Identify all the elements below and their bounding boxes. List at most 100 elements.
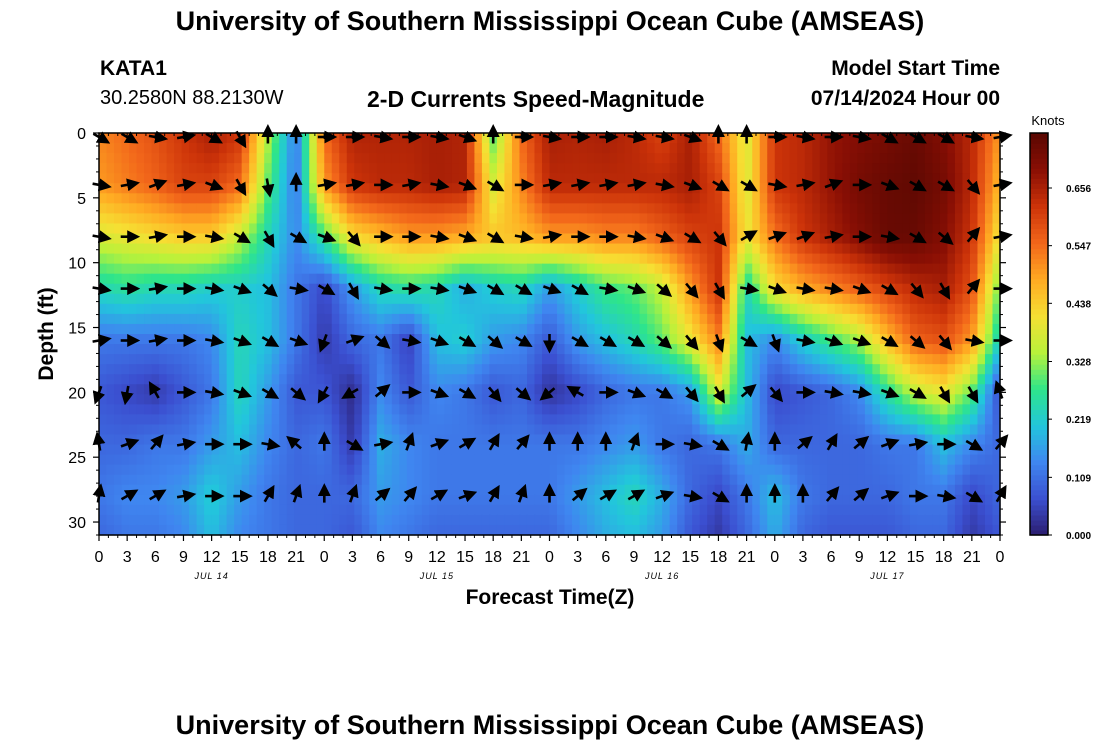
heatmap-cell — [954, 263, 964, 275]
heatmap-cell — [271, 484, 280, 496]
heatmap-cell — [429, 474, 438, 486]
heatmap-cell — [451, 173, 460, 184]
heatmap-cell — [549, 193, 558, 204]
heatmap-cell — [774, 424, 783, 436]
heatmap-cell — [361, 243, 370, 255]
heatmap-cell — [309, 364, 318, 375]
heatmap-cell — [459, 504, 468, 516]
heatmap-cell — [181, 303, 190, 315]
heatmap-cell — [819, 243, 828, 255]
heatmap-cell — [752, 283, 761, 295]
heatmap-cell — [917, 364, 926, 375]
heatmap-cell — [819, 514, 828, 526]
heatmap-cell — [361, 394, 370, 405]
heatmap-cell — [662, 143, 671, 154]
heatmap-cell — [361, 183, 370, 194]
heatmap-cell — [714, 213, 723, 225]
heatmap-cell — [939, 504, 949, 516]
heatmap-cell — [181, 424, 190, 436]
heatmap-cell — [481, 273, 491, 285]
heatmap-cell — [594, 394, 603, 405]
heatmap-cell — [196, 504, 205, 516]
heatmap-cell — [932, 223, 941, 235]
heatmap-cell — [256, 133, 265, 144]
heatmap-cell — [264, 494, 273, 506]
heatmap-cell — [902, 293, 911, 305]
heatmap-cell — [489, 293, 498, 305]
heatmap-cell — [767, 263, 776, 275]
heatmap-cell — [549, 364, 558, 375]
heatmap-cell — [632, 243, 641, 255]
heatmap-cell — [354, 374, 363, 385]
heatmap-cell — [699, 193, 708, 204]
heatmap-cell — [271, 424, 280, 436]
heatmap-cell — [692, 203, 701, 214]
heatmap-cell — [174, 474, 183, 486]
heatmap-cell — [909, 323, 919, 335]
heatmap-cell — [369, 293, 378, 305]
heatmap-cell — [241, 354, 250, 365]
heatmap-cell — [361, 173, 370, 184]
heatmap-cell — [729, 193, 738, 204]
heatmap-cell — [632, 313, 641, 325]
heatmap-cell — [834, 203, 843, 214]
heatmap-cell — [511, 133, 521, 144]
heatmap-cell — [557, 464, 566, 476]
heatmap-cell — [414, 354, 423, 365]
heatmap-cell — [752, 504, 761, 516]
heatmap-cell — [504, 344, 513, 355]
heatmap-cell — [879, 384, 888, 395]
heatmap-cell — [114, 394, 123, 405]
heatmap-cell — [662, 293, 671, 305]
heatmap-cell — [887, 404, 896, 415]
heatmap-cell — [752, 414, 761, 426]
heatmap-cell — [969, 344, 979, 355]
heatmap-cell — [526, 474, 536, 486]
heatmap-cell — [894, 323, 903, 335]
heatmap-cell — [226, 143, 235, 154]
heatmap-cell — [451, 153, 460, 164]
heatmap-cell — [962, 464, 971, 476]
heatmap-cell — [241, 394, 250, 405]
heatmap-cell — [211, 203, 220, 214]
heatmap-cell — [301, 344, 310, 355]
heatmap-cell — [106, 474, 115, 486]
heatmap-cell — [219, 203, 228, 214]
heatmap-cell — [864, 404, 873, 415]
heatmap-cell — [579, 233, 588, 245]
heatmap-cell — [504, 283, 513, 295]
heatmap-cell — [789, 434, 798, 446]
heatmap-cell — [196, 243, 205, 255]
heatmap-cell — [129, 253, 138, 265]
heatmap-cell — [827, 444, 836, 456]
heatmap-cell — [459, 514, 468, 526]
heatmap-cell — [564, 243, 573, 255]
heatmap-cell — [752, 384, 761, 395]
heatmap-cell — [181, 464, 190, 476]
heatmap-cell — [256, 344, 265, 355]
heatmap-cell — [309, 143, 318, 154]
heatmap-cell — [902, 223, 911, 235]
heatmap-cell — [414, 384, 423, 395]
heatmap-cell — [887, 173, 896, 184]
heatmap-cell — [324, 243, 333, 255]
heatmap-cell — [286, 313, 295, 325]
heatmap-cell — [541, 454, 551, 466]
heatmap-cell — [737, 464, 746, 476]
heatmap-cell — [797, 404, 806, 415]
heatmap-cell — [264, 394, 273, 405]
heatmap-cell — [774, 263, 783, 275]
heatmap-cell — [992, 404, 1001, 415]
heatmap-cell — [271, 494, 280, 506]
heatmap-cell — [444, 283, 453, 295]
heatmap-cell — [339, 173, 348, 184]
heatmap-cell — [541, 223, 551, 235]
heatmap-cell — [421, 464, 430, 476]
heatmap-cell — [211, 504, 220, 516]
heatmap-cell — [984, 303, 994, 315]
heatmap-cell — [399, 344, 408, 355]
heatmap-cell — [459, 524, 468, 536]
heatmap-cell — [759, 444, 768, 456]
heatmap-cell — [226, 243, 235, 255]
heatmap-cell — [121, 223, 130, 235]
